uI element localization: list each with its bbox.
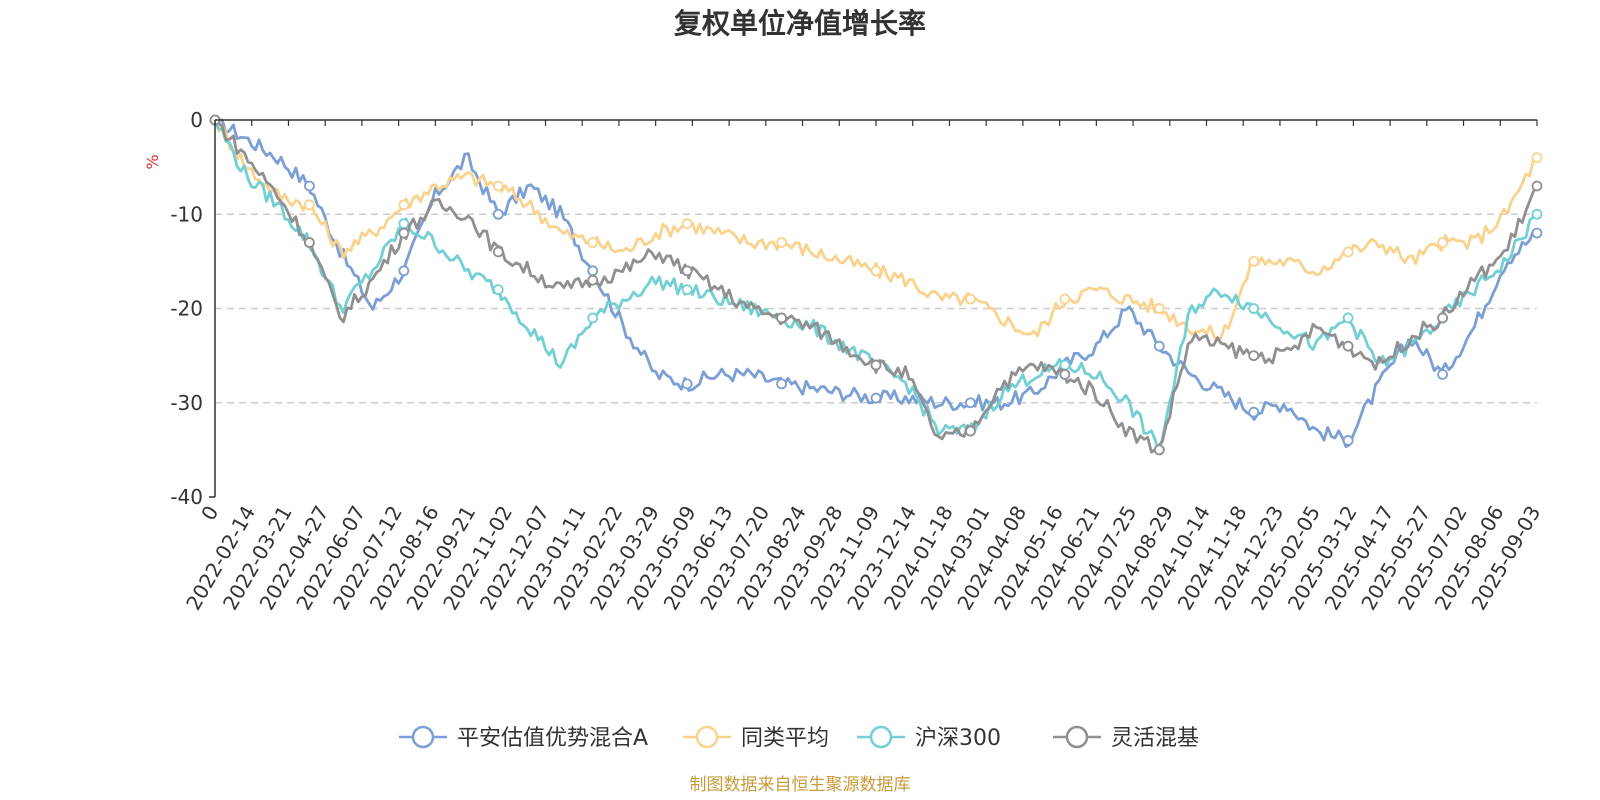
series-line-3 (214, 118, 1539, 454)
legend-marker-1 (695, 725, 719, 749)
x-tick-label-0: 0 (196, 502, 223, 525)
legend-label-1: 同类平均 (741, 726, 829, 751)
series-1-point-24 (965, 293, 976, 305)
series-3-point-27 (1059, 369, 1071, 380)
series-3-point-24 (965, 425, 976, 437)
series-1-point-12 (587, 237, 599, 248)
series-0-point-15 (681, 378, 693, 390)
series-2-point-12 (587, 312, 599, 324)
legend-label-0: 平安估值优势混合A (457, 726, 648, 751)
series-2-point-33 (1248, 303, 1260, 314)
series-3-point-39 (1437, 312, 1448, 324)
series-2-point-27 (1059, 359, 1071, 371)
series-2-point-36 (1342, 312, 1354, 324)
series-2-point-6 (398, 218, 410, 230)
series-3-point-36 (1342, 340, 1354, 352)
legend-item-2[interactable]: 沪深300 (857, 725, 1001, 751)
legend-item-1[interactable]: 同类平均 (683, 725, 829, 751)
chart-title: 复权单位净值增长率 (674, 7, 926, 40)
series-1-point-18 (776, 237, 787, 248)
legend-label-3: 灵活混基 (1111, 726, 1199, 751)
legend-marker-0 (411, 725, 435, 749)
series-3-point-3 (304, 237, 315, 248)
series-1-point-42 (1531, 152, 1543, 164)
series-0-point-24 (965, 397, 976, 409)
series-0-point-21 (870, 392, 882, 404)
series-1-point-3 (304, 199, 315, 211)
series-0-point-3 (304, 180, 315, 192)
y-axis-unit: % (143, 154, 162, 169)
series-3-point-30 (1153, 444, 1165, 456)
series-1-point-15 (681, 218, 693, 230)
legend-item-3[interactable]: 灵活混基 (1053, 725, 1199, 751)
series-0-point-30 (1153, 340, 1165, 352)
series-1-point-30 (1153, 303, 1165, 314)
series-1-point-9 (492, 180, 504, 192)
legend-item-0[interactable]: 平安估值优势混合A (399, 725, 648, 751)
series-1-point-36 (1342, 246, 1354, 258)
series-layer (209, 114, 1543, 456)
series-3-point-42 (1531, 180, 1543, 192)
series-0-point-12 (587, 265, 599, 277)
series-2-point-15 (681, 284, 693, 296)
series-2-point-9 (492, 284, 504, 296)
series-1-point-27 (1059, 293, 1071, 305)
legend-label-2: 沪深300 (915, 726, 1001, 751)
y-tick-label-1: -10 (170, 202, 203, 226)
series-1-point-21 (870, 265, 882, 277)
legend-marker-2 (869, 725, 893, 749)
series-0-point-36 (1342, 435, 1354, 446)
y-tick-label-0: 0 (190, 108, 203, 132)
series-3-point-18 (776, 312, 787, 324)
y-tick-label-2: -20 (170, 297, 203, 321)
series-3-point-6 (398, 227, 410, 239)
series-1-point-39 (1437, 237, 1448, 248)
series-3-point-12 (587, 274, 599, 286)
legend[interactable]: 平安估值优势混合A 同类平均 沪深300 灵活混基 (399, 725, 1199, 751)
series-3-point-15 (681, 265, 693, 277)
source-note: 制图数据来自恒生聚源数据库 (690, 775, 911, 795)
series-0-point-42 (1531, 227, 1543, 239)
series-1-point-6 (398, 199, 410, 211)
series-1-point-33 (1248, 255, 1260, 267)
series-0-point-39 (1437, 369, 1448, 380)
y-tick-label-3: -30 (170, 391, 203, 415)
series-0-point-33 (1248, 406, 1260, 418)
series-3-point-33 (1248, 350, 1260, 362)
series-3-point-9 (492, 246, 504, 258)
legend-marker-3 (1065, 725, 1089, 749)
series-line-1 (213, 119, 1538, 343)
series-0-point-18 (776, 378, 787, 390)
series-0-point-6 (398, 265, 410, 277)
series-3-point-21 (870, 359, 882, 371)
series-2-point-42 (1531, 208, 1543, 220)
series-0-point-9 (492, 208, 504, 220)
y-tick-label-4: -40 (170, 485, 203, 509)
